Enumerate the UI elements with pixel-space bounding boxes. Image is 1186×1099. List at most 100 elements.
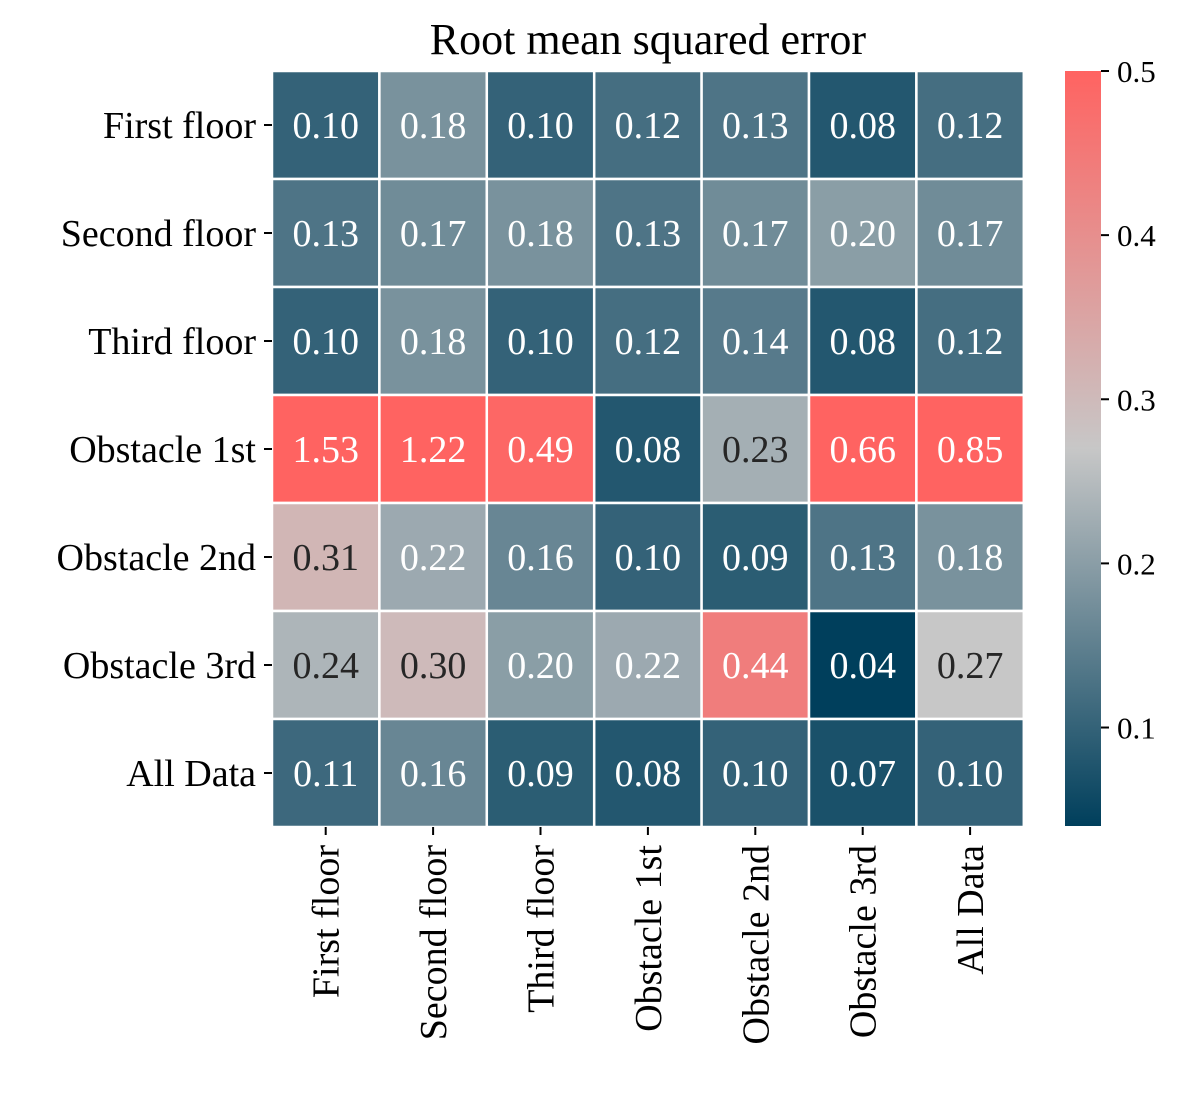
- heatmap-cell: [915, 177, 1026, 289]
- heatmap-cell: [378, 69, 489, 181]
- cell-value-label: 0.09: [722, 537, 789, 579]
- x-tick-label: Third floor: [521, 845, 563, 1013]
- cell-value-label: 0.10: [615, 537, 682, 579]
- cell-value-label: 0.85: [937, 429, 1004, 471]
- colorbar-gradient: [1065, 71, 1101, 826]
- x-tick-label: Obstacle 1st: [628, 845, 670, 1032]
- heatmap-cell: [270, 717, 381, 829]
- heatmap-cell: [378, 609, 489, 721]
- cell-value-label: 0.11: [293, 753, 358, 795]
- heatmap-cell: [700, 609, 811, 721]
- cell-value-label: 0.12: [615, 321, 682, 363]
- cell-value-label: 0.31: [292, 537, 359, 579]
- cell-value-label: 0.23: [722, 429, 789, 471]
- chart-title: Root mean squared error: [430, 15, 867, 64]
- cell-value-label: 0.12: [937, 321, 1004, 363]
- cell-value-label: 0.22: [615, 645, 682, 687]
- cell-value-label: 0.18: [937, 537, 1004, 579]
- heatmap-cell: [700, 717, 811, 829]
- cell-value-label: 0.18: [400, 321, 467, 363]
- heatmap-cell: [915, 285, 1026, 397]
- cell-value-label: 0.18: [400, 105, 467, 147]
- cell-value-label: 0.44: [722, 645, 789, 687]
- cell-value-label: 0.13: [615, 213, 682, 255]
- cell-value-label: 0.13: [292, 213, 359, 255]
- cell-value-label: 0.09: [507, 753, 574, 795]
- cell-value-label: 0.10: [722, 753, 789, 795]
- cell-value-label: 0.08: [615, 753, 682, 795]
- cell-value-label: 0.17: [400, 213, 467, 255]
- cell-value-label: 0.04: [829, 645, 896, 687]
- heatmap-cell: [592, 609, 703, 721]
- cell-value-label: 0.10: [507, 105, 574, 147]
- cell-value-label: 0.12: [937, 105, 1004, 147]
- heatmap-cell: [807, 393, 918, 505]
- y-tick-label: First floor: [103, 105, 256, 147]
- cell-value-label: 0.08: [615, 429, 682, 471]
- heatmap-cell: [700, 285, 811, 397]
- x-tick-labels: First floor Second floor Third floor Obstac…: [306, 827, 992, 1044]
- x-tick-label: All Data: [950, 845, 992, 975]
- cell-value-label: 0.16: [507, 537, 574, 579]
- heatmap-cell: [700, 177, 811, 289]
- cell-value-label: 0.14: [722, 321, 789, 363]
- cell-value-label: 0.10: [292, 321, 359, 363]
- heatmap-cell: [270, 501, 381, 613]
- y-tick-label: Obstacle 2nd: [57, 537, 256, 579]
- cell-value-label: 0.49: [507, 429, 574, 471]
- x-tick-label: Obstacle 3rd: [843, 845, 885, 1038]
- colorbar-tick-label: 0.4: [1117, 218, 1156, 253]
- heatmap-cell: [915, 609, 1026, 721]
- heatmap-cell: [378, 285, 489, 397]
- y-tick-label: Obstacle 3rd: [63, 645, 256, 687]
- colorbar: 0.1 0.2 0.3 0.4 0.5: [1065, 54, 1156, 826]
- x-tick-label: First floor: [306, 845, 348, 998]
- cell-value-label: 0.10: [507, 321, 574, 363]
- y-tick-label: Third floor: [88, 321, 256, 363]
- heatmap-cell: [592, 717, 703, 829]
- heatmap-cell: [378, 393, 489, 505]
- cell-value-label: 0.17: [722, 213, 789, 255]
- cell-value-label: 0.17: [937, 213, 1004, 255]
- cell-value-label: 0.20: [829, 213, 896, 255]
- cell-value-label: 0.10: [937, 753, 1004, 795]
- y-tick-label: All Data: [126, 753, 256, 795]
- x-tick-label: Second floor: [413, 845, 455, 1041]
- colorbar-tick-label: 0.3: [1117, 382, 1156, 417]
- heatmap-cell: [485, 177, 596, 289]
- colorbar-tick-label: 0.2: [1117, 546, 1156, 581]
- cell-value-label: 0.22: [400, 537, 467, 579]
- cell-value-label: 0.08: [829, 321, 896, 363]
- heatmap-cell: [592, 285, 703, 397]
- heatmap-cell: [807, 69, 918, 181]
- cell-value-label: 0.13: [722, 105, 789, 147]
- y-tick-label: Second floor: [61, 213, 257, 255]
- cell-value-label: 1.22: [400, 429, 467, 471]
- heatmap-cell: [485, 285, 596, 397]
- cell-value-label: 0.27: [937, 645, 1004, 687]
- colorbar-tick-label: 0.1: [1117, 711, 1156, 746]
- cell-value-label: 0.07: [829, 753, 896, 795]
- heatmap-cell: [915, 717, 1026, 829]
- x-tick-label: Obstacle 2nd: [735, 845, 777, 1044]
- cell-value-label: 0.18: [507, 213, 574, 255]
- cell-value-label: 1.53: [292, 429, 359, 471]
- cell-value-label: 0.16: [400, 753, 467, 795]
- heatmap-cells: 0.10 0.18 0.10 0.12 0.13 0.08 0.12 0.13 0.17 0.18…: [270, 69, 1026, 829]
- cell-value-label: 0.66: [829, 429, 896, 471]
- heatmap-cell: [270, 393, 381, 505]
- cell-value-label: 0.13: [829, 537, 896, 579]
- heatmap-cell: [270, 609, 381, 721]
- cell-value-label: 0.10: [292, 105, 359, 147]
- heatmap-cell: [915, 393, 1026, 505]
- heatmap-cell: [485, 501, 596, 613]
- heatmap-cell: [270, 69, 381, 181]
- cell-value-label: 0.08: [829, 105, 896, 147]
- y-tick-label: Obstacle 1st: [69, 429, 256, 471]
- cell-value-label: 0.20: [507, 645, 574, 687]
- cell-value-label: 0.24: [292, 645, 359, 687]
- cell-value-label: 0.30: [400, 645, 467, 687]
- y-tick-labels: First floor Second floor Third floor Obstac…: [57, 105, 272, 795]
- colorbar-tick-label: 0.5: [1117, 54, 1156, 89]
